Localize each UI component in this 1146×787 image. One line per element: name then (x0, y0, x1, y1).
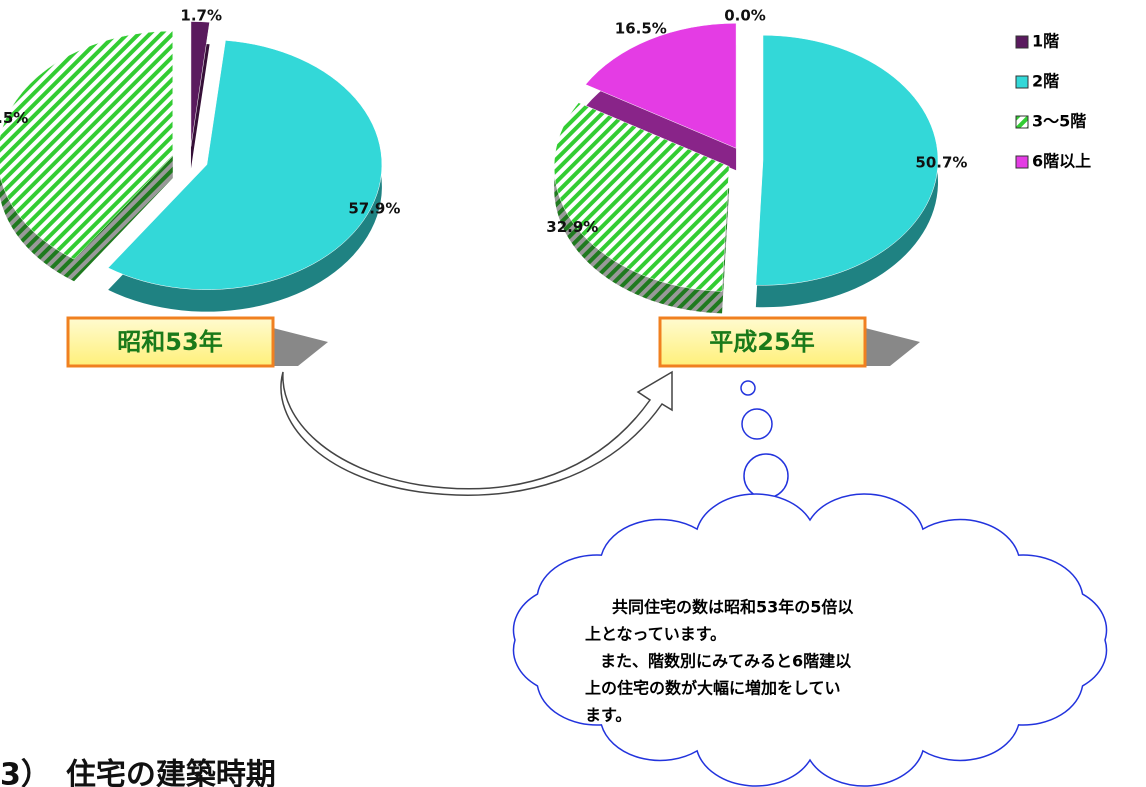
value-label: 57.9% (348, 199, 400, 217)
year-label: 平成25年 (709, 328, 814, 356)
legend-label: 1階 (1032, 32, 1059, 51)
legend-swatch (1016, 36, 1028, 48)
value-label: 16.5% (615, 19, 667, 37)
legend-label: 2階 (1032, 72, 1059, 91)
value-label: 0.0% (724, 7, 766, 25)
value-label: 1.7% (180, 7, 222, 25)
note-line: 共同住宅の数は昭和53年の5倍以 (612, 598, 853, 617)
page: 共同住宅の数は昭和53年の5倍以上となっています。また、階数別にみてみると6階建… (0, 0, 1146, 787)
transition-arrow (281, 372, 672, 495)
box-shadow (865, 328, 920, 366)
legend-label: 3〜5階 (1032, 112, 1086, 131)
value-label: 32.9% (546, 218, 598, 236)
note-line: 上の住宅の数が大幅に増加をしてい (585, 679, 841, 698)
legend-swatch (1016, 116, 1028, 128)
box-shadow (273, 328, 328, 366)
section-heading: 3） 住宅の建築時期 (0, 758, 276, 787)
note-line: 上となっています。 (585, 625, 726, 644)
year-label: 昭和53年 (117, 328, 222, 356)
legend-label: 6階以上 (1032, 152, 1091, 171)
value-label: 50.7% (915, 153, 967, 171)
value-label: 40.5% (0, 109, 28, 127)
thought-bubble (742, 409, 772, 439)
note-line: また、階数別にみてみると6階建以 (600, 652, 851, 671)
legend-swatch (1016, 76, 1028, 88)
thought-bubble (744, 454, 788, 498)
slice (191, 22, 210, 147)
thought-bubble (741, 381, 755, 395)
note-line: ます。 (585, 706, 631, 725)
legend-swatch (1016, 156, 1028, 168)
